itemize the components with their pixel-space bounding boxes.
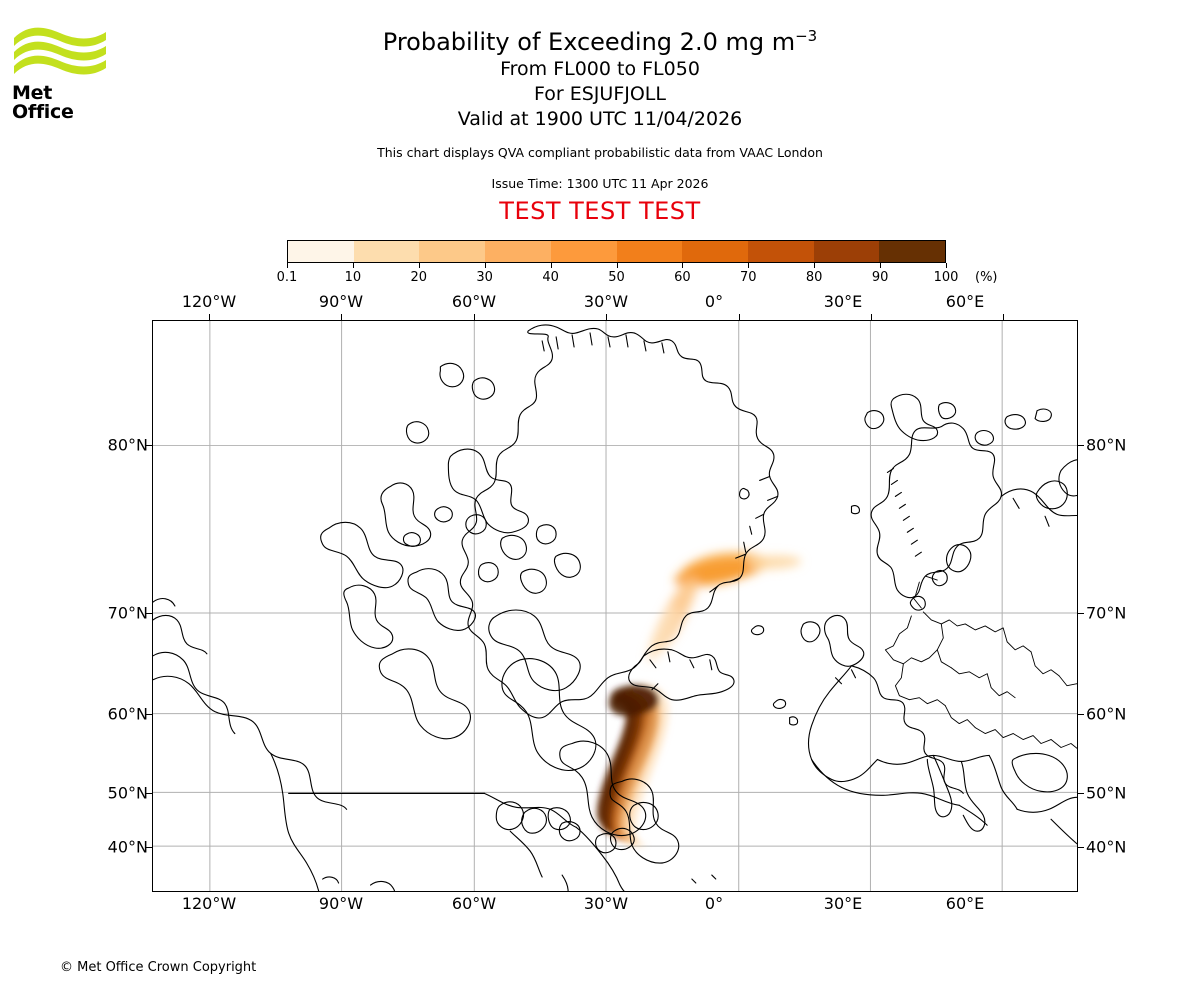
- colorbar-segment-0: [288, 241, 354, 262]
- colorbar-tick-70: [748, 263, 750, 268]
- lat-label-right-80n: 80°N: [1086, 435, 1127, 455]
- ash-probability-map[interactable]: [152, 320, 1078, 892]
- lon-label-bottom-30e: 30°E: [823, 894, 863, 913]
- coastlines: [153, 324, 1077, 891]
- test-banner: TEST TEST TEST: [499, 196, 701, 225]
- colorbar-tick-60: [682, 263, 684, 268]
- colorbar-ticks: [0, 263, 1200, 273]
- colorbar-tick-label-100: 100: [933, 270, 959, 285]
- colorbar-segment-7: [747, 241, 814, 262]
- lon-label-top-90w: 90°W: [318, 292, 364, 311]
- colorbar-tick-label-40: 40: [542, 270, 559, 285]
- colorbar-tick-labels: 0.1 10 20 30 40 50 60 70 80 90 100: [0, 270, 1200, 288]
- lat-tick-right-60n: [1078, 714, 1084, 715]
- lon-tick-top-5: [739, 314, 740, 320]
- met-office-logo: Met Office: [12, 26, 112, 122]
- volcano-subtitle: For ESJUFJOLL: [534, 82, 666, 105]
- lat-tick-left-50n: [146, 793, 152, 794]
- colorbar-tick-30: [484, 263, 486, 268]
- page-title-text: Probability of Exceeding 2.0 mg m: [382, 28, 796, 56]
- lat-label-left-80n: 80°N: [107, 435, 148, 455]
- page-title-exponent: −3: [795, 27, 818, 45]
- colorbar-segment-3: [485, 241, 551, 262]
- lat-tick-left-80n: [146, 445, 152, 446]
- map-svg: [153, 321, 1077, 891]
- colorbar-tick-90: [880, 263, 882, 268]
- lat-label-left-40n: 40°N: [107, 837, 148, 857]
- issue-time: Issue Time: 1300 UTC 11 Apr 2026: [491, 175, 709, 191]
- colorbar-tick-label-0.1: 0.1: [276, 270, 298, 285]
- colorbar-tick-label-80: 80: [805, 270, 823, 285]
- page-title: Probability of Exceeding 2.0 mg m−3: [0, 27, 1200, 57]
- lon-label-top-30w: 30°W: [583, 292, 629, 311]
- lon-label-top-60e: 60°E: [945, 292, 985, 311]
- colorbar-tick-40: [550, 263, 552, 268]
- lon-label-top-120w: 120°W: [181, 292, 237, 311]
- lon-tick-top-6: [871, 314, 872, 320]
- colorbar-segment-5: [616, 241, 683, 262]
- colorbar-tick-label-90: 90: [871, 270, 889, 285]
- copyright-notice: © Met Office Crown Copyright: [60, 960, 257, 975]
- valid-time-subtitle: Valid at 1900 UTC 11/04/2026: [457, 107, 743, 130]
- lat-label-left-50n: 50°N: [107, 783, 148, 803]
- lon-label-bottom-120w: 120°W: [181, 894, 237, 913]
- colorbar-tick-10: [352, 263, 354, 268]
- colorbar-segment-4: [550, 241, 617, 262]
- lon-label-top-0: 0°: [704, 292, 724, 311]
- colorbar-segment-1: [353, 241, 420, 262]
- probability-colorbar: [287, 240, 946, 263]
- colorbar-segment-9: [879, 241, 946, 262]
- southern-plume: [596, 683, 670, 847]
- lon-tick-top-7: [1003, 314, 1004, 320]
- lon-label-bottom-90w: 90°W: [318, 894, 364, 913]
- lat-tick-left-60n: [146, 714, 152, 715]
- colorbar-tick-label-10: 10: [344, 270, 362, 285]
- colorbar-segment-2: [419, 241, 486, 262]
- northern-plume: [646, 552, 802, 662]
- colorbar-tick-80: [814, 263, 816, 268]
- lon-tick-top-4: [606, 314, 607, 320]
- colorbar-tick-label-60: 60: [674, 270, 691, 285]
- colorbar-tick-label-50: 50: [608, 270, 625, 285]
- colorbar-tick-50: [616, 263, 618, 268]
- qva-note: This chart displays QVA compliant probab…: [377, 144, 823, 160]
- ash-plume-layer: [596, 552, 802, 847]
- lat-tick-right-40n: [1078, 847, 1084, 848]
- lat-label-left-70n: 70°N: [107, 603, 148, 623]
- colorbar-tick-label-70: 70: [740, 270, 757, 285]
- lat-tick-right-50n: [1078, 793, 1084, 794]
- lat-label-left-60n: 60°N: [107, 704, 148, 724]
- colorbar-tick-0.1: [287, 263, 288, 268]
- colorbar-tick-label-30: 30: [476, 270, 493, 285]
- lon-label-bottom-0: 0°: [704, 894, 724, 913]
- colorbar-tick-100: [946, 263, 947, 268]
- lat-tick-right-70n: [1078, 613, 1084, 614]
- lat-tick-left-70n: [146, 613, 152, 614]
- lat-label-right-60n: 60°N: [1086, 704, 1127, 724]
- flight-level-subtitle: From FL000 to FL050: [500, 57, 700, 80]
- lon-label-top-60w: 60°W: [451, 292, 497, 311]
- colorbar-tick-label-20: 20: [410, 270, 428, 285]
- lon-label-bottom-60w: 60°W: [451, 894, 497, 913]
- lat-tick-left-40n: [146, 847, 152, 848]
- logo-brand-text: Met Office: [12, 82, 74, 123]
- lat-tick-right-80n: [1078, 445, 1084, 446]
- lon-tick-top-2: [341, 314, 342, 320]
- lon-label-bottom-30w: 30°W: [583, 894, 629, 913]
- logo-waves-icon: [14, 27, 106, 75]
- lon-tick-top-3: [474, 314, 475, 320]
- lat-label-right-70n: 70°N: [1086, 603, 1127, 623]
- lat-label-right-40n: 40°N: [1086, 837, 1127, 857]
- lat-label-right-50n: 50°N: [1086, 783, 1127, 803]
- colorbar-units-label: (%): [975, 270, 998, 285]
- colorbar-tick-20: [418, 263, 420, 268]
- lon-tick-top-1: [209, 314, 210, 320]
- lon-label-top-30e: 30°E: [823, 292, 863, 311]
- colorbar-segment-6: [682, 241, 748, 262]
- colorbar-segment-8: [813, 241, 880, 262]
- lon-label-bottom-60e: 60°E: [945, 894, 985, 913]
- title-block: Probability of Exceeding 2.0 mg m−3 From…: [0, 0, 1200, 225]
